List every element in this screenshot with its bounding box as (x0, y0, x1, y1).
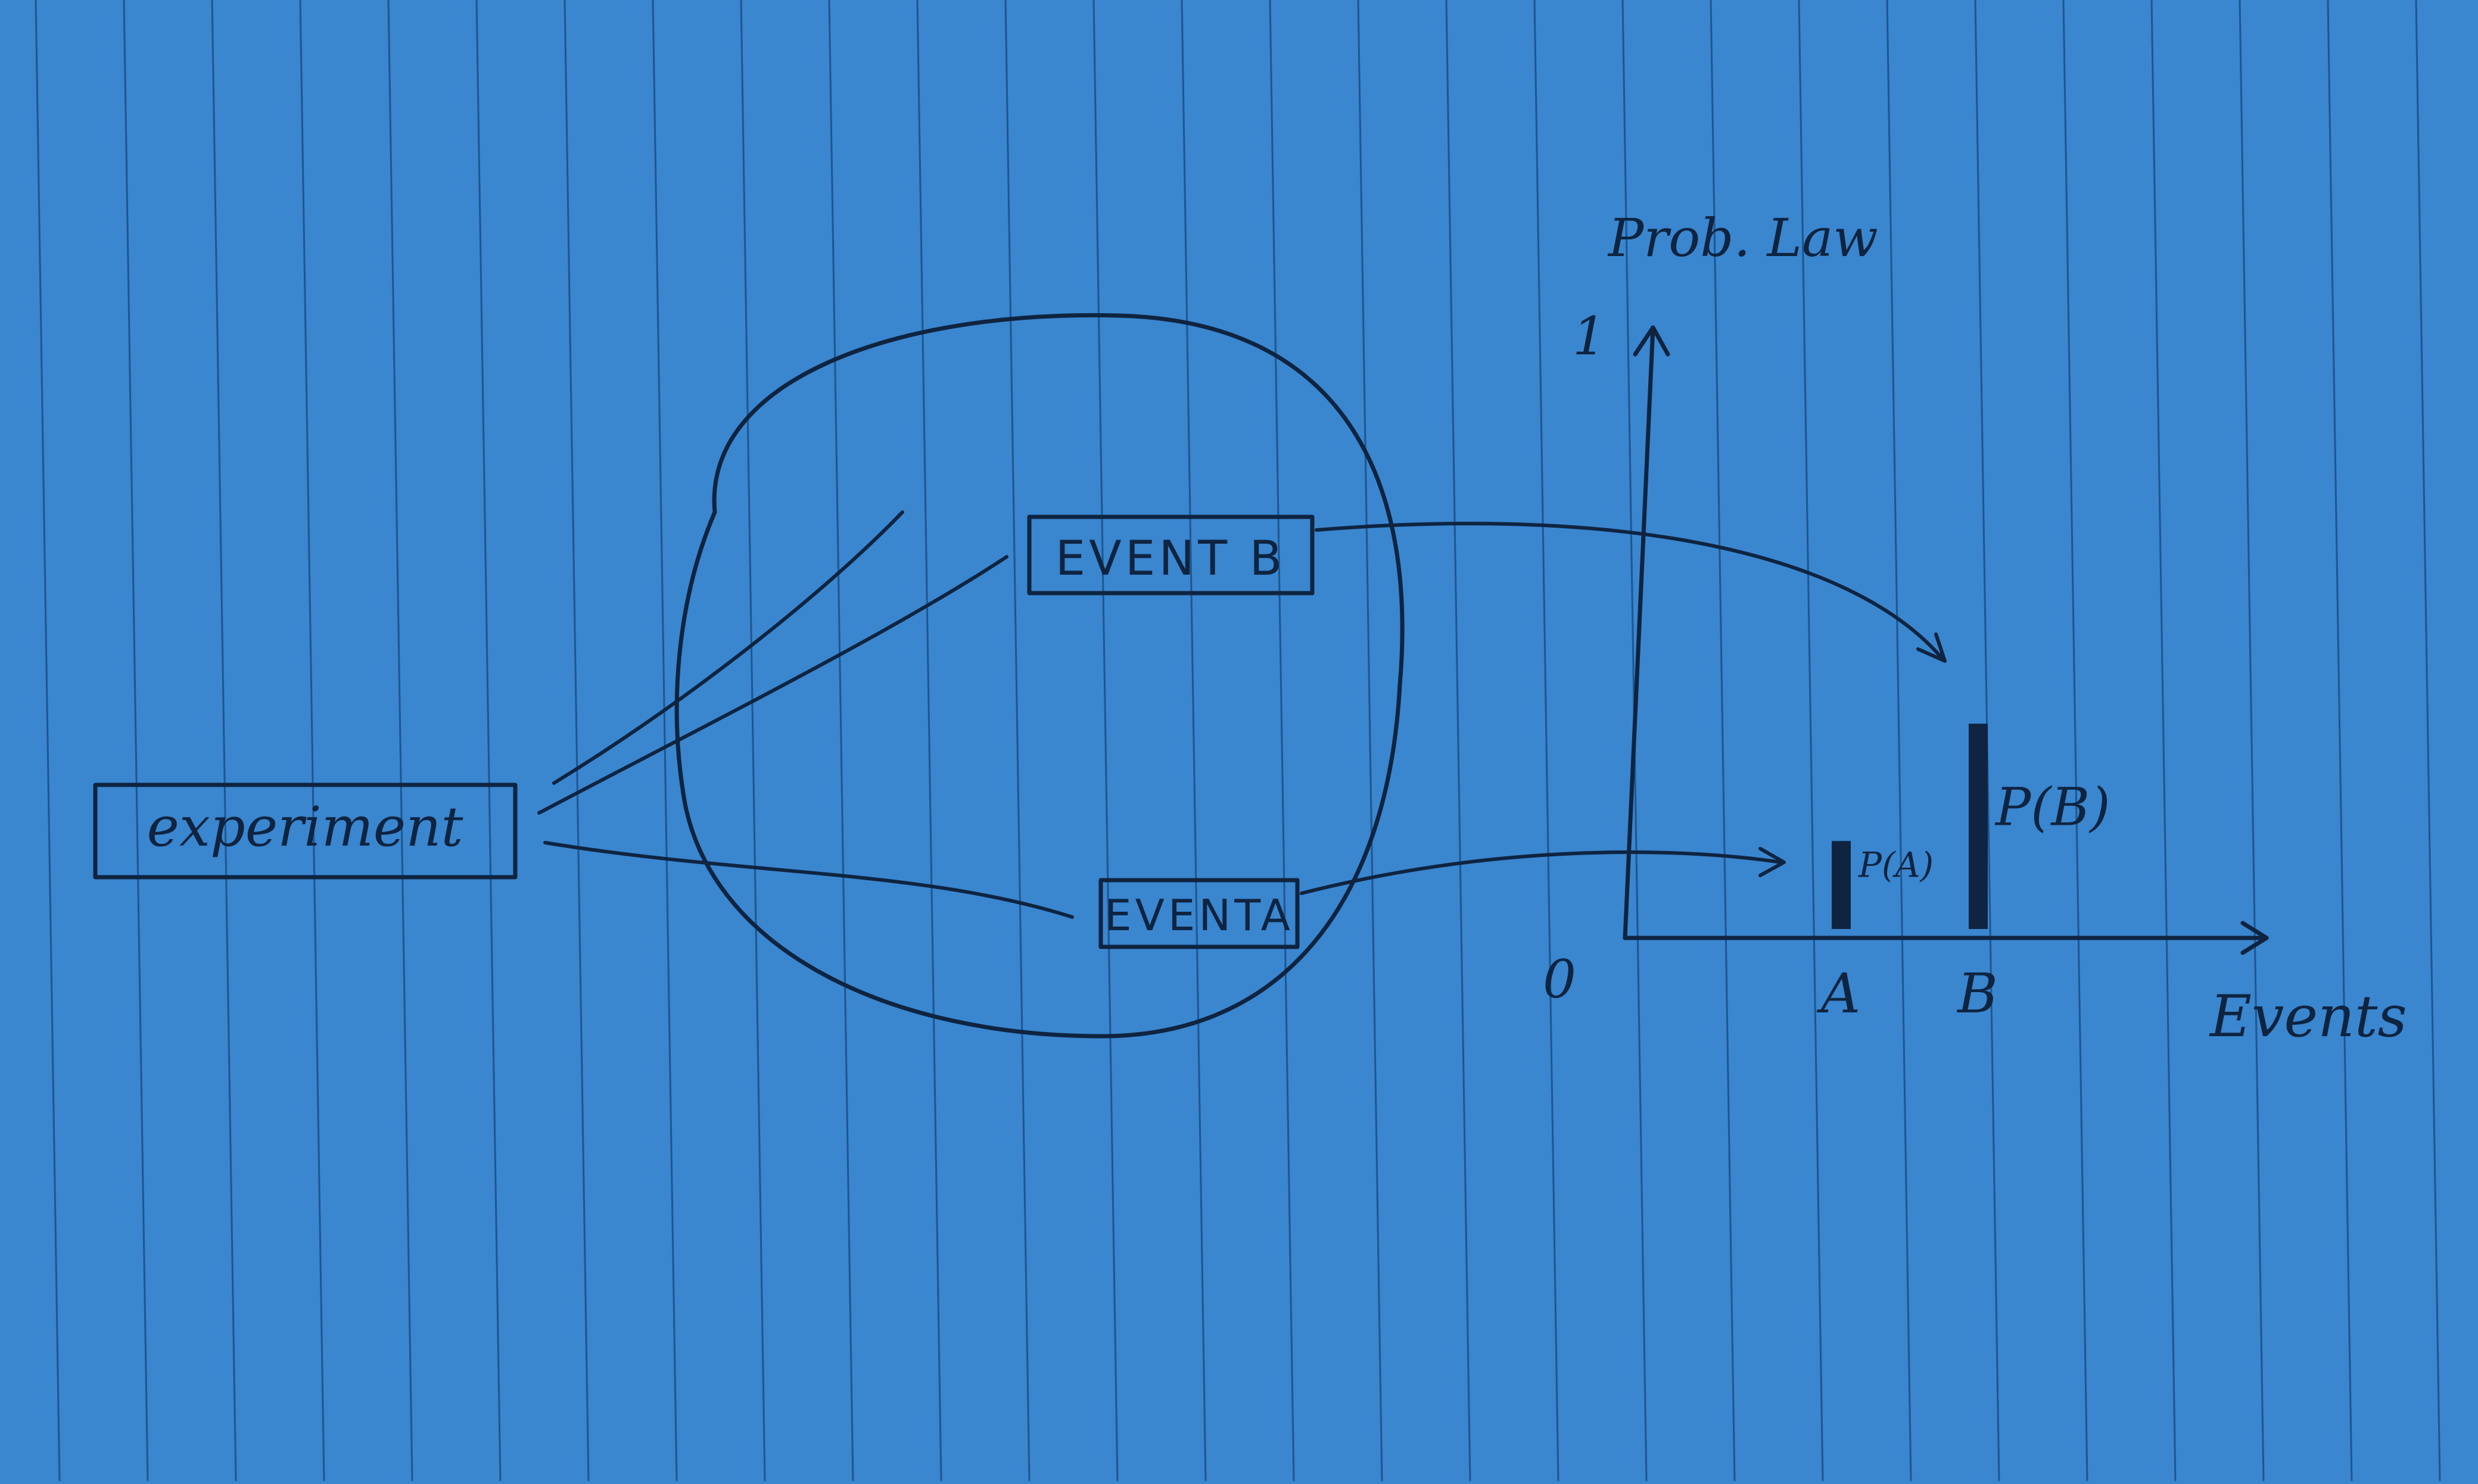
bar-a (1832, 841, 1851, 929)
event-a-box (1098, 878, 1300, 949)
experiment-label: experiment (147, 795, 464, 859)
rule-line (211, 0, 237, 1482)
rule-line (299, 0, 325, 1482)
x-axis-arrowhead (2240, 921, 2269, 955)
y-axis-top-tick: 1 (1573, 305, 1606, 367)
rule-line (2415, 0, 2441, 1482)
probability-chart: Prob. Law 1 0 Events P(A) A P(B) B (1543, 207, 2407, 1050)
event-b-node: EVENT B (1027, 515, 1315, 596)
notebook-rules (35, 0, 2441, 1482)
rule-line (387, 0, 413, 1482)
bar-b (1969, 724, 1988, 929)
y-axis-label: Prob. Law (1607, 207, 1878, 269)
rule-line (123, 0, 149, 1482)
rule-line (2327, 0, 2353, 1482)
y-axis-arrowhead (1633, 325, 1670, 357)
bar-group: P(A) A P(B) B (1816, 724, 2110, 1025)
rule-line (2062, 0, 2088, 1482)
y-axis (1623, 325, 1655, 940)
rule-line (1445, 0, 1471, 1482)
event-a-label: EVENTA (1104, 890, 1294, 940)
event-b-label: EVENT B (1056, 531, 1286, 586)
rule-line (1533, 0, 1559, 1482)
experiment-to-event-a-line (543, 841, 1074, 919)
event-a-mapping-arrow (1300, 850, 1783, 895)
rule-line (1092, 0, 1119, 1482)
x-tick-label: A (1816, 962, 1860, 1025)
rule-line (2239, 0, 2265, 1482)
rule-line (1181, 0, 1207, 1482)
x-tick-label: B (1956, 962, 1998, 1025)
event-a-arrowhead (1758, 847, 1786, 877)
rule-line (35, 0, 61, 1482)
experiment-box (93, 782, 518, 880)
rule-line (2150, 0, 2177, 1482)
event-b-mapping-arrow (1315, 522, 1944, 660)
rule-line (828, 0, 854, 1482)
x-axis-label: Events (2209, 983, 2407, 1050)
experiment-node: experiment (93, 782, 518, 880)
sample-space-circle (674, 313, 1405, 1039)
rule-line (740, 0, 766, 1482)
event-a-node: EVENTA (1098, 878, 1300, 949)
rule-line (916, 0, 942, 1482)
rule-line (1798, 0, 1824, 1482)
bar-value-label: P(A) (1858, 844, 1934, 885)
rule-line (475, 0, 502, 1482)
rule-line (652, 0, 678, 1482)
rule-line (1357, 0, 1383, 1482)
origin-label: 0 (1543, 949, 1576, 1010)
event-b-arrowhead (1916, 632, 1947, 663)
experiment-to-event-b-line (537, 555, 1008, 815)
rule-line (1004, 0, 1031, 1482)
rule-line (1269, 0, 1295, 1482)
experiment-to-outcome-line (552, 510, 904, 785)
event-b-box (1027, 515, 1315, 596)
rule-line (1710, 0, 1736, 1482)
bar-value-label: P(B) (1994, 776, 2110, 837)
rule-line (1886, 0, 1912, 1482)
rule-line (564, 0, 590, 1482)
